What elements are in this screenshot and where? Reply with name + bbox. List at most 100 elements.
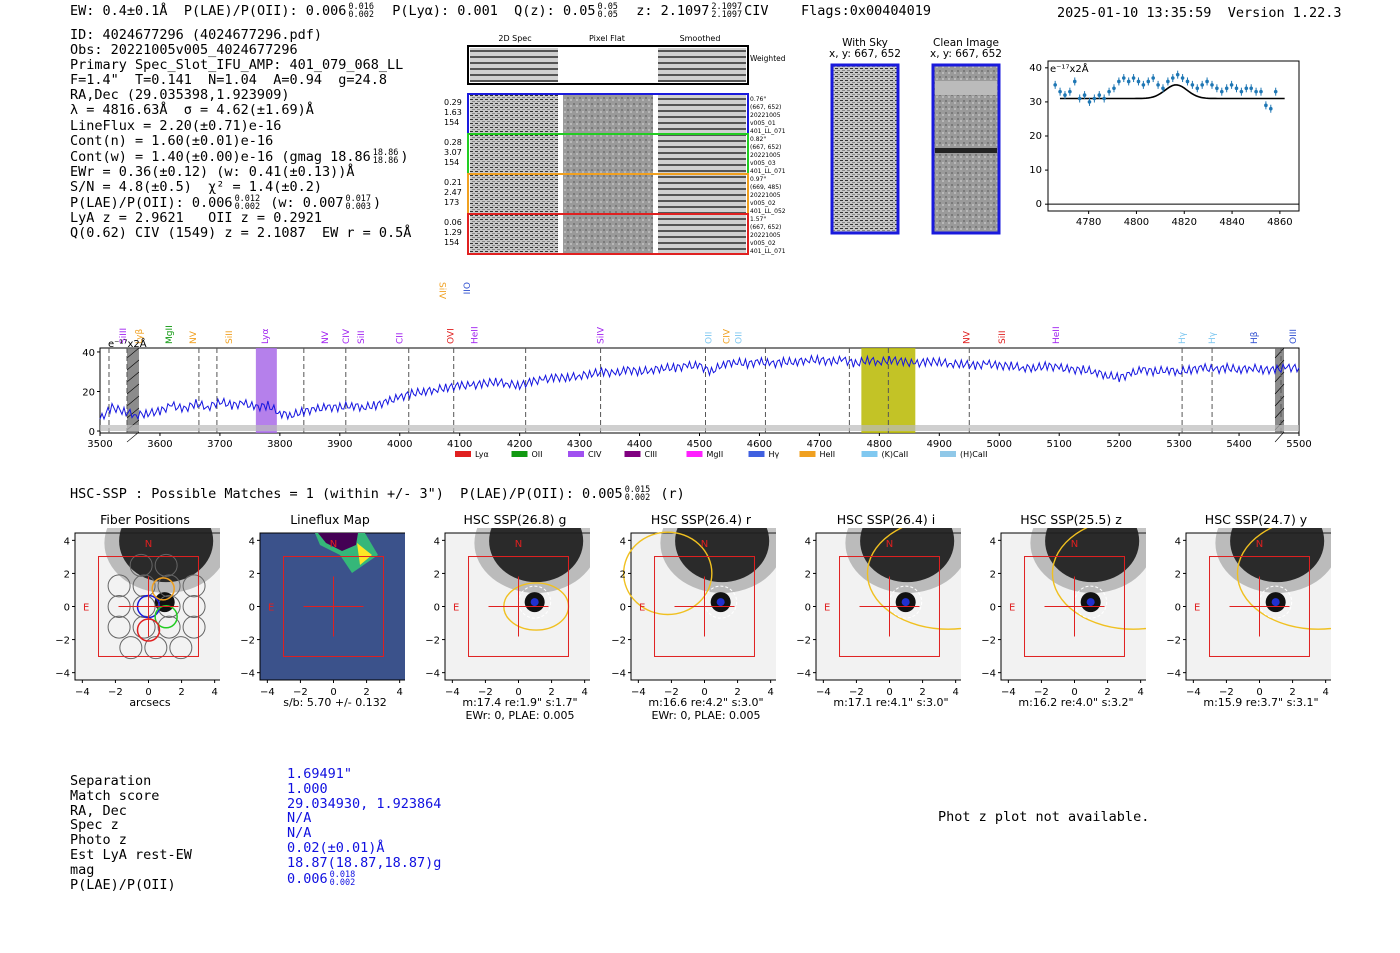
match-values: 1.69491" 1.000 29.034930, 1.923864 N/A N/A 0.… (287, 767, 441, 887)
zoom-yticks: 40 30 20 10 0 (1029, 63, 1048, 210)
plae-header: P(LAE)/P(OII): 0.006 (183, 3, 347, 19)
panel-xtick-label: −2 (108, 687, 123, 698)
north-label: N (1256, 539, 1263, 550)
zoom-point (1102, 96, 1106, 101)
zoom-xticks: 4780 4800 4820 4840 4860 (1076, 211, 1293, 228)
panel-title: HSC SSP(24.7) y (1204, 512, 1308, 527)
zoom-model-curve (1059, 84, 1285, 100)
spectral-line-label-top: OII (461, 282, 471, 294)
match-label: RA, Dec (70, 802, 127, 819)
cutout-stat: 154 (444, 158, 459, 167)
band-hatch (126, 359, 140, 371)
band-hatch (1274, 347, 1285, 359)
zoom-point (1146, 79, 1151, 84)
cutout-meta: 20221005 (750, 232, 781, 239)
panel-xtick-label: 4 (1322, 687, 1328, 698)
panel-ytick-label: −2 (55, 636, 70, 647)
panel-xtick-label: 4 (581, 687, 587, 698)
zoom-point (1205, 79, 1209, 84)
zoom-point (1151, 76, 1155, 80)
col-smoothed: Smoothed (680, 34, 721, 43)
spectrum-line (99, 353, 1300, 421)
cutout-meta: 0.76" (750, 96, 766, 103)
spectral-line-label: Hγ (1208, 331, 1218, 344)
fiber-circle (144, 636, 168, 660)
zoom-point (1259, 89, 1263, 94)
panel-ytick-label: −2 (611, 636, 626, 647)
info-contn: Cont(n) = 1.60(±0.01)e-16 (70, 132, 274, 149)
cutout-meta: 0.97" (750, 176, 766, 183)
panel-caption: s/b: 5.70 +/- 0.132 (283, 696, 387, 709)
spec-ylabel: e⁻¹⁷x2Å (108, 337, 147, 350)
panel-title: Lineflux Map (290, 512, 370, 527)
bright-source (1230, 528, 1325, 583)
cutout-stat: 2.47 (444, 188, 462, 197)
source-halo (1215, 528, 1331, 593)
panel-xtick-label: 2 (178, 687, 184, 698)
flags-value: Flags:0x00404019 (800, 3, 932, 19)
spec-xtick-label: 3800 (267, 439, 292, 450)
panel-xtick-label: −4 (631, 687, 646, 698)
match-label: Match score (70, 787, 160, 804)
cutout-stat: 0.06 (444, 218, 462, 227)
target-core (901, 598, 910, 607)
spec-xtick-label: 4700 (807, 439, 832, 450)
legend-label: HeII (820, 450, 836, 459)
cutout-meta: v005_03 (750, 160, 776, 167)
match-label: Photo z (70, 832, 127, 849)
spec-xtick-label: 4400 (627, 439, 652, 450)
zoom-point (1131, 76, 1136, 80)
info-primary: Primary Spec_Slot_IFU_AMP: 401_079_068_L… (70, 57, 404, 74)
zoom-point (1244, 86, 1249, 91)
aperture-ellipse (1051, 528, 1146, 630)
noise-floor (100, 425, 1299, 431)
panel-caption: m:16.2 re:4.0" s:3.2" (1018, 696, 1134, 709)
aperture-ellipse (1236, 528, 1331, 630)
ifu-box (283, 556, 384, 657)
info-lineflux: LineFlux = 2.20(±0.71)e-16 (70, 117, 282, 134)
weighted-smooth (658, 48, 746, 82)
panel-caption: m:15.9 re:3.7" s:3.1" (1203, 696, 1319, 709)
spectrum-band (1275, 348, 1285, 433)
source-halo (104, 528, 220, 593)
zoom-point (1126, 79, 1131, 84)
east-label: E (83, 603, 89, 614)
cutout-meta: 401_LL_052 (750, 208, 785, 215)
east-label: E (268, 603, 274, 614)
panel-xtick-label: 0 (1071, 687, 1077, 698)
cutout-2d (470, 95, 558, 133)
panel-ytick-label: −4 (1166, 669, 1181, 680)
panel-xtick-label: 2 (548, 687, 554, 698)
panel-caption: m:17.1 re:4.1" s:3.0" (833, 696, 949, 709)
zoom-point (1092, 96, 1097, 101)
panel-ytick-label: 4 (1175, 536, 1181, 547)
cutout-meta: 20221005 (750, 152, 781, 159)
ifu-box (1024, 556, 1125, 657)
info-block: ID: 4024677296 (4024677296.pdf) Obs: 2022… (70, 27, 412, 242)
zoom-point (1273, 89, 1278, 94)
cutout-flat (563, 95, 653, 133)
panel-xtick-label: 2 (734, 687, 740, 698)
zoom-point (1175, 72, 1180, 77)
spectral-line-label: SiIII (119, 328, 129, 344)
zoom-point (1215, 86, 1219, 91)
lineflux-peak (357, 543, 372, 565)
spec-xtick-label: 4900 (927, 439, 952, 450)
zoom-point (1117, 79, 1121, 84)
spec-ytick-label: 20 (82, 387, 95, 398)
zoom-point (1195, 86, 1200, 91)
spectral-line-label: Hβ (1250, 331, 1260, 344)
panel-ytick-label: 2 (64, 569, 70, 580)
info-lambda: λ = 4816.63Å σ = 4.62(±1.69)Å (70, 102, 314, 119)
legend-label: CIII (645, 450, 658, 459)
info-q-line: Q(0.62) CIV (1549) z = 2.1087 EW r = 0.5… (70, 225, 412, 242)
panel-ytick-label: 4 (64, 536, 70, 547)
source-halo (660, 528, 776, 593)
spectral-line-label: SiII (225, 330, 235, 344)
zoom-point (1234, 86, 1239, 91)
panel-xtick-label: −2 (1219, 687, 1234, 698)
panel-xtick-label: 0 (701, 687, 707, 698)
cutout-stat: 0.28 (444, 138, 462, 147)
north-label: N (330, 539, 337, 550)
panel-xtick-label: 0 (886, 687, 892, 698)
